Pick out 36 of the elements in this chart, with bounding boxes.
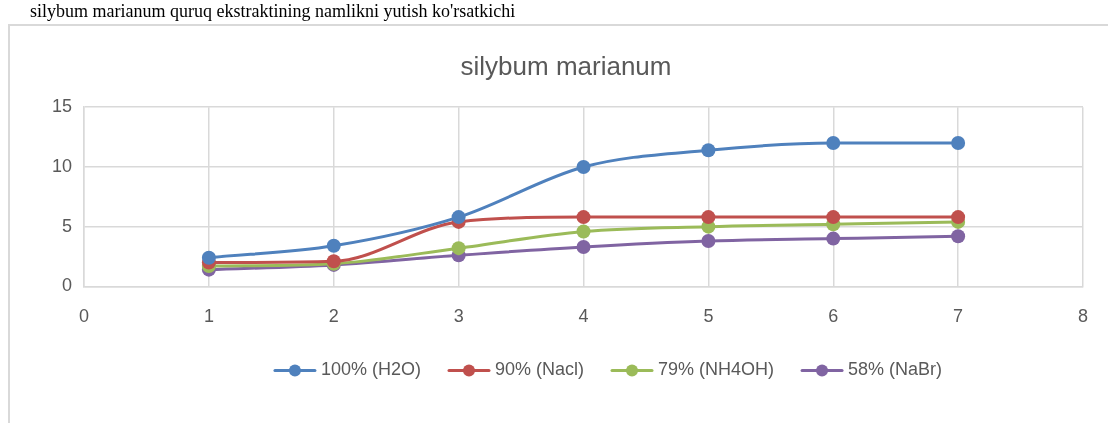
point: [701, 143, 716, 158]
point: [576, 239, 591, 254]
x-tick-label: 8: [1077, 306, 1088, 327]
y-tick-label: 0: [62, 275, 73, 296]
point: [826, 231, 841, 246]
point: [201, 250, 216, 265]
x-tick-label: 2: [328, 306, 339, 327]
x-tick-label: 3: [453, 306, 464, 327]
point: [951, 210, 966, 225]
point: [451, 210, 466, 225]
point: [576, 210, 591, 225]
point: [951, 229, 966, 244]
y-tick-label: 5: [62, 215, 73, 236]
point: [451, 241, 466, 256]
x-tick-label: 7: [953, 306, 964, 327]
legend-label: 58% (NaBr): [848, 359, 943, 380]
legend-label: 79% (NH4OH): [658, 359, 775, 380]
legend-label: 90% (Nacl): [494, 359, 585, 380]
chart-title: silybum marianum: [460, 50, 672, 81]
point: [576, 224, 591, 239]
x-tick-label: 6: [828, 306, 839, 327]
point: [701, 234, 716, 248]
x-tick-label: 0: [79, 306, 90, 327]
x-tick-label: 5: [703, 306, 714, 327]
y-tick-label: 10: [51, 155, 73, 176]
point: [576, 159, 591, 174]
x-tick-label: 1: [203, 306, 214, 327]
point: [326, 238, 341, 253]
legend-label: 100% (H2O): [320, 359, 421, 380]
point: [826, 210, 841, 225]
y-tick-label: 15: [51, 96, 73, 117]
point: [826, 136, 841, 151]
point: [701, 210, 716, 225]
text: silybum marianum quruq ekstraktining namlikni yutish ko'rsatkichi: [30, 1, 516, 21]
point: [951, 136, 966, 151]
x-tick-label: 4: [578, 306, 589, 327]
